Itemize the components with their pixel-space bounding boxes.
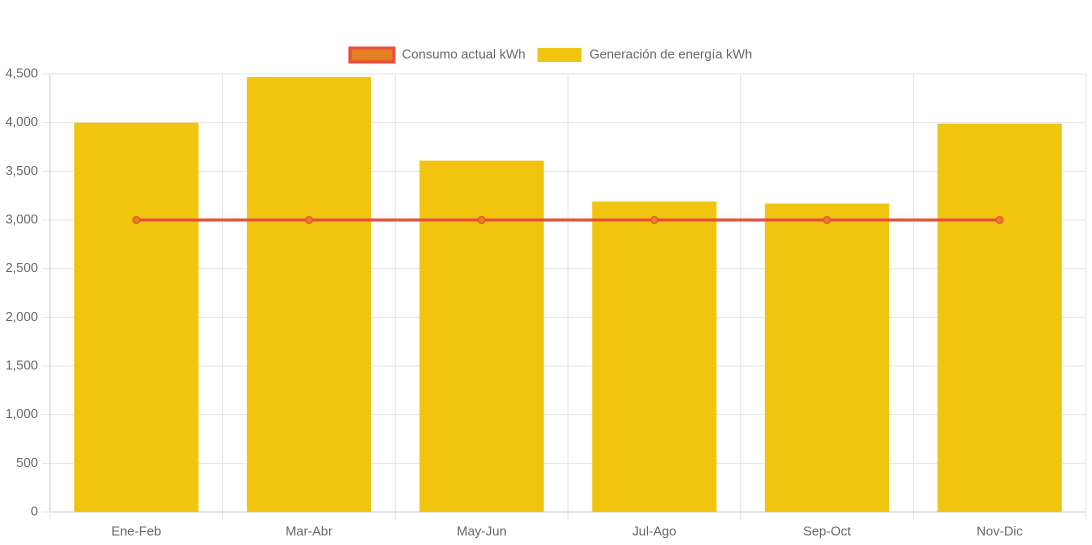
point bbox=[650, 216, 659, 224]
y-tick-label: 2,000 bbox=[5, 309, 38, 324]
point bbox=[823, 216, 831, 224]
legend-swatch[interactable] bbox=[348, 46, 396, 64]
x-tick-label: Ene-Feb bbox=[111, 523, 161, 538]
bar bbox=[246, 76, 372, 513]
point bbox=[305, 216, 313, 224]
point bbox=[995, 216, 1004, 224]
x-tick-label: Jul-Ago bbox=[632, 523, 676, 538]
y-tick-label: 4,500 bbox=[5, 65, 38, 80]
x-tick-label: May-Jun bbox=[457, 523, 507, 538]
legend-swatch[interactable] bbox=[537, 48, 582, 62]
y-tick-label: 1,000 bbox=[5, 406, 38, 421]
legend: Consumo actual kWh Generación de energía … bbox=[348, 46, 752, 64]
point bbox=[132, 216, 141, 224]
y-tick-label: 3,000 bbox=[5, 211, 38, 226]
bar bbox=[419, 160, 544, 513]
x-tick-label: Nov-Dic bbox=[977, 523, 1024, 538]
bar bbox=[74, 122, 199, 513]
x-tick-label: Sep-Oct bbox=[803, 523, 851, 538]
y-tick-label: 2,500 bbox=[5, 260, 38, 275]
bar bbox=[592, 201, 717, 513]
y-tick-label: 500 bbox=[16, 455, 38, 470]
y-tick-label: 4,000 bbox=[5, 114, 38, 129]
legend-label[interactable]: Generación de energía kWh bbox=[589, 46, 752, 61]
legend-label[interactable]: Consumo actual kWh bbox=[402, 46, 526, 61]
point bbox=[477, 216, 486, 224]
y-tick-label: 1,500 bbox=[5, 357, 38, 372]
y-tick-label: 3,500 bbox=[5, 163, 38, 178]
y-tick-label: 0 bbox=[31, 503, 38, 518]
bar bbox=[937, 123, 1062, 512]
x-tick-label: Mar-Abr bbox=[286, 523, 334, 538]
bar bbox=[764, 203, 890, 512]
